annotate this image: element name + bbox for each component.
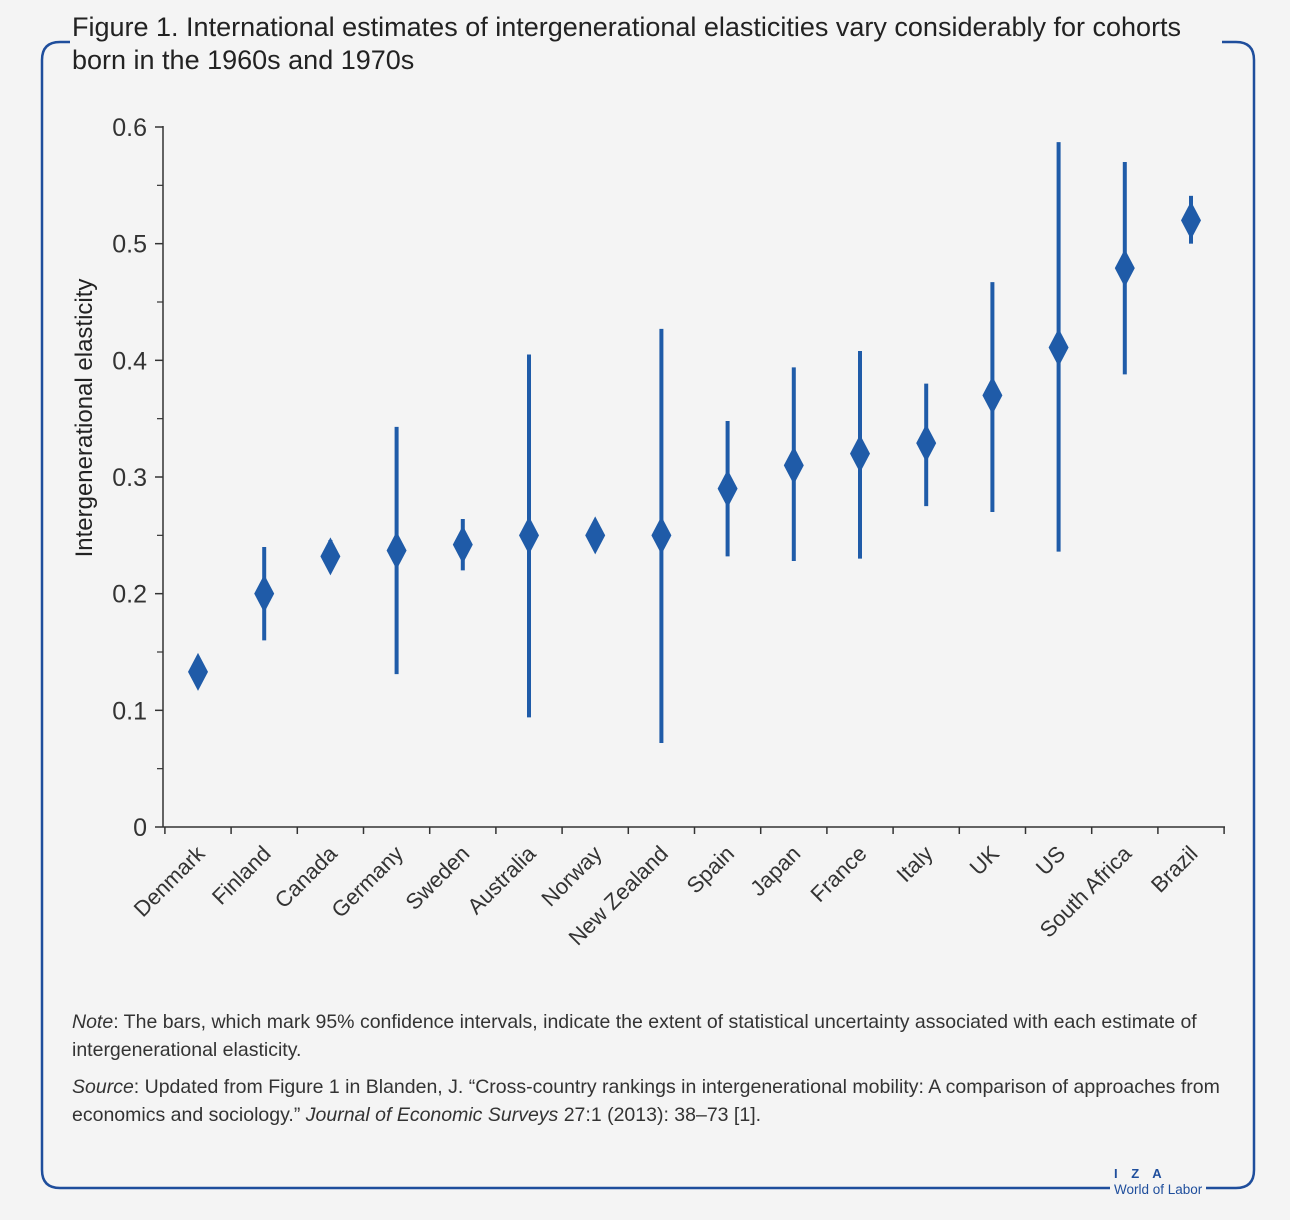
estimate-diamond [1114,249,1135,288]
x-tick-label: Brazil [1146,841,1203,898]
estimate-diamond [1048,328,1069,367]
estimate-diamond [188,652,208,691]
source-text-after: 27:1 (2013): 38–73 [1]. [558,1104,762,1126]
figure-title-line-2: born in the 1960s and 1970s [72,45,415,76]
source-journal: Journal of Economic Surveys [305,1104,559,1126]
figure-note: Note: The bars, which mark 95% confidenc… [72,1008,1222,1064]
note-text: : The bars, which mark 95% confidence in… [72,1011,1197,1061]
estimate-diamond [651,516,672,555]
iza-logo: I Z A World of Labor [1110,1166,1207,1198]
estimate-diamond [1181,201,1201,240]
logo-world-of-labor: World of Labor [1114,1182,1203,1197]
x-tick-label: Japan [745,841,805,901]
note-label: Note [72,1011,114,1033]
y-tick-label: 0 [133,814,147,842]
estimate-diamond [386,531,407,570]
x-tick-label: UK [965,841,1005,881]
y-axis-ticks: 0 0.1 0.2 0.3 0.4 0.5 0.6 [112,114,163,842]
y-tick-label: 0.1 [112,697,147,725]
y-tick-label: 0.4 [112,347,147,375]
source-label: Source [72,1076,134,1098]
y-tick-label: 0.2 [112,581,147,609]
estimate-diamond [783,446,804,485]
chart-axes [162,126,1225,828]
estimate-diamond [717,469,738,508]
x-tick-label: Finland [207,841,276,910]
x-tick-label: France [805,841,871,907]
estimate-diamond [452,525,473,564]
x-tick-label: Italy [892,841,938,887]
x-tick-label: Germany [326,841,408,923]
estimate-diamond [916,424,937,463]
y-tick-label: 0.5 [112,231,147,259]
source-text-before: : Updated from Figure 1 in Blanden, J. “… [72,1076,1220,1126]
estimate-diamond [585,516,606,555]
y-tick-label: 0.3 [112,464,147,492]
estimate-diamond [850,434,870,473]
figure-title-line-1: Figure 1. International estimates of int… [72,12,1188,43]
x-axis-ticks: DenmarkFinlandCanadaGermanySwedenAustral… [129,827,1225,950]
y-tick-label: 0.6 [112,114,147,142]
figure-source: Source: Updated from Figure 1 in Blanden… [72,1073,1222,1129]
elasticity-chart: 0 0.1 0.2 0.3 0.4 0.5 0.6 DenmarkFinlandCanada… [71,114,1225,950]
x-tick-label: Denmark [129,840,210,921]
x-tick-label: US [1031,841,1070,880]
logo-iza: I Z A [1114,1166,1167,1181]
y-axis-label: Intergenerational elasticity [71,279,98,558]
estimate-diamond [320,537,341,576]
estimate-diamond [519,516,539,555]
estimate-diamond [254,574,275,613]
data-marks [188,142,1201,743]
x-tick-label: Spain [682,841,739,898]
estimate-diamond [982,376,1003,415]
x-tick-label: Australia [462,840,541,919]
